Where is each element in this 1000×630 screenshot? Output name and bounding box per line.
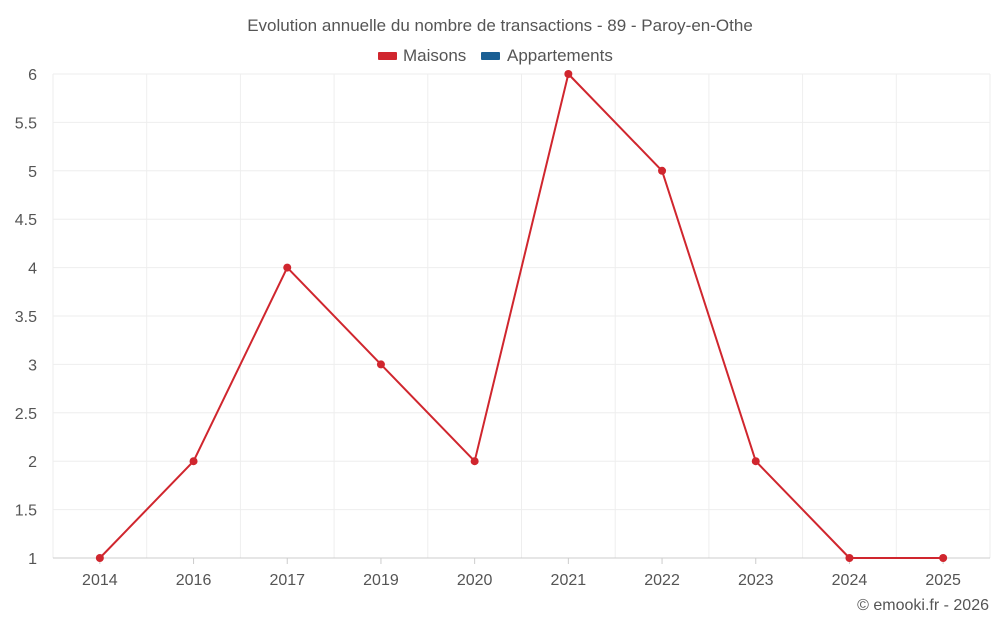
y-tick-label: 2.5 bbox=[15, 406, 37, 423]
legend-label-maisons: Maisons bbox=[403, 46, 466, 65]
chart-title: Evolution annuelle du nombre de transact… bbox=[247, 16, 753, 35]
x-tick-label: 2021 bbox=[551, 572, 587, 589]
legend-item-appartements[interactable]: Appartements bbox=[481, 46, 613, 65]
grid bbox=[52, 73, 991, 558]
data-point-maisons[interactable] bbox=[658, 166, 667, 175]
legend-label-appartements: Appartements bbox=[507, 46, 613, 65]
data-point-maisons[interactable] bbox=[189, 457, 198, 466]
data-point-maisons[interactable] bbox=[95, 554, 104, 562]
data-point-maisons[interactable] bbox=[845, 554, 854, 562]
data-point-maisons[interactable] bbox=[376, 360, 385, 369]
y-tick-label: 4.5 bbox=[15, 212, 37, 229]
x-tick-label: 2016 bbox=[176, 572, 212, 589]
x-tick-label: 2023 bbox=[738, 572, 774, 589]
y-axis: 1 1.5 2 2.5 3 3.5 4 4.5 5 5.5 6 bbox=[15, 67, 37, 568]
legend-item-maisons[interactable]: Maisons bbox=[378, 46, 466, 65]
y-tick-label: 1.5 bbox=[15, 503, 37, 520]
credit-text: © emooki.fr - 2026 bbox=[857, 597, 989, 614]
x-tick-label: 2020 bbox=[457, 572, 493, 589]
data-point-maisons[interactable] bbox=[939, 554, 948, 562]
y-tick-label: 3.5 bbox=[15, 309, 37, 326]
y-tick-label: 3 bbox=[28, 357, 37, 374]
x-tick-label: 2019 bbox=[363, 572, 399, 589]
x-tick-label: 2017 bbox=[269, 572, 305, 589]
data-point-maisons[interactable] bbox=[564, 70, 573, 78]
x-axis: 2014 2016 2017 2019 2020 2021 2022 2023 2024 2025 bbox=[53, 557, 990, 589]
x-tick-label: 2014 bbox=[82, 572, 118, 589]
data-point-maisons[interactable] bbox=[283, 263, 292, 272]
x-tick-label: 2024 bbox=[832, 572, 868, 589]
legend-swatch-maisons bbox=[378, 52, 397, 60]
series-layer bbox=[95, 70, 948, 562]
series-line-maisons bbox=[99, 73, 944, 559]
x-tick-label: 2022 bbox=[644, 572, 680, 589]
y-tick-label: 1 bbox=[28, 551, 37, 568]
data-point-maisons[interactable] bbox=[751, 457, 760, 466]
y-tick-label: 5.5 bbox=[15, 115, 37, 132]
y-tick-label: 4 bbox=[28, 261, 37, 278]
legend-swatch-appartements bbox=[481, 52, 500, 60]
data-point-maisons[interactable] bbox=[470, 457, 479, 466]
y-tick-label: 2 bbox=[28, 454, 37, 471]
legend: Maisons Appartements bbox=[378, 46, 613, 65]
y-tick-label: 5 bbox=[28, 164, 37, 181]
x-tick-label: 2025 bbox=[925, 572, 961, 589]
y-tick-label: 6 bbox=[28, 67, 37, 84]
